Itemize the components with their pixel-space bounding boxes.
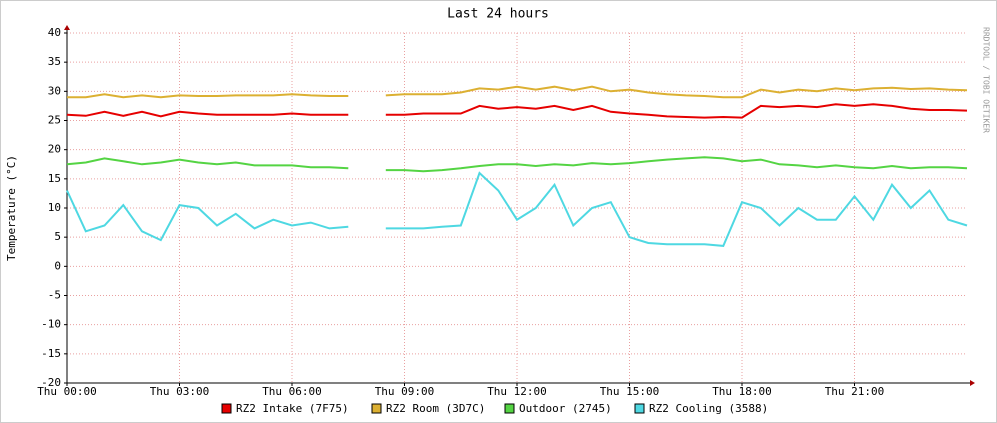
y-tick-label: -5: [48, 289, 61, 302]
y-tick-label: 30: [48, 84, 61, 97]
y-tick-label: 20: [48, 143, 61, 156]
y-tick-label: 35: [48, 55, 61, 68]
chart-title: Last 24 hours: [447, 7, 549, 22]
series-line: [66, 156, 968, 173]
y-tick-label: 15: [48, 172, 61, 185]
y-tick-label: -10: [41, 318, 61, 331]
legend-label: RZ2 Room (3D7C): [386, 402, 485, 415]
series-line: [67, 85, 968, 99]
x-tick-label: Thu 21:00: [825, 385, 885, 398]
y-tick-label: -20: [41, 376, 61, 389]
y-tick-label: 40: [48, 26, 61, 39]
series-line: [66, 171, 968, 247]
y-tick-label: 10: [48, 201, 61, 214]
x-tick-label: Thu 09:00: [375, 385, 435, 398]
legend-label: RZ2 Cooling (3588): [649, 402, 768, 415]
legend-swatch: [371, 403, 382, 414]
x-tick-label: Thu 15:00: [600, 385, 660, 398]
x-tick-label: Thu 06:00: [262, 385, 322, 398]
y-tick-label: 25: [48, 114, 61, 127]
watermark: RRDTOOL / TOBI OETIKER: [982, 27, 991, 133]
legend-swatch: [504, 403, 515, 414]
legend-label: Outdoor (2745): [519, 402, 612, 415]
y-tick-label: 0: [54, 259, 61, 272]
legend-swatch: [634, 403, 645, 414]
legend-swatch: [221, 403, 232, 414]
x-tick-label: Thu 12:00: [487, 385, 547, 398]
x-tick-label: Thu 00:00: [37, 385, 97, 398]
y-axis-label: Temperature (°C): [5, 155, 18, 261]
x-tick-label: Thu 03:00: [150, 385, 210, 398]
axis-arrow: [64, 25, 70, 30]
y-tick-label: -15: [41, 347, 61, 360]
legend-label: RZ2 Intake (7F75): [236, 402, 349, 415]
axis-arrow: [970, 380, 975, 386]
x-tick-label: Thu 18:00: [712, 385, 772, 398]
series-line: [66, 103, 968, 119]
y-tick-label: 5: [54, 230, 61, 243]
